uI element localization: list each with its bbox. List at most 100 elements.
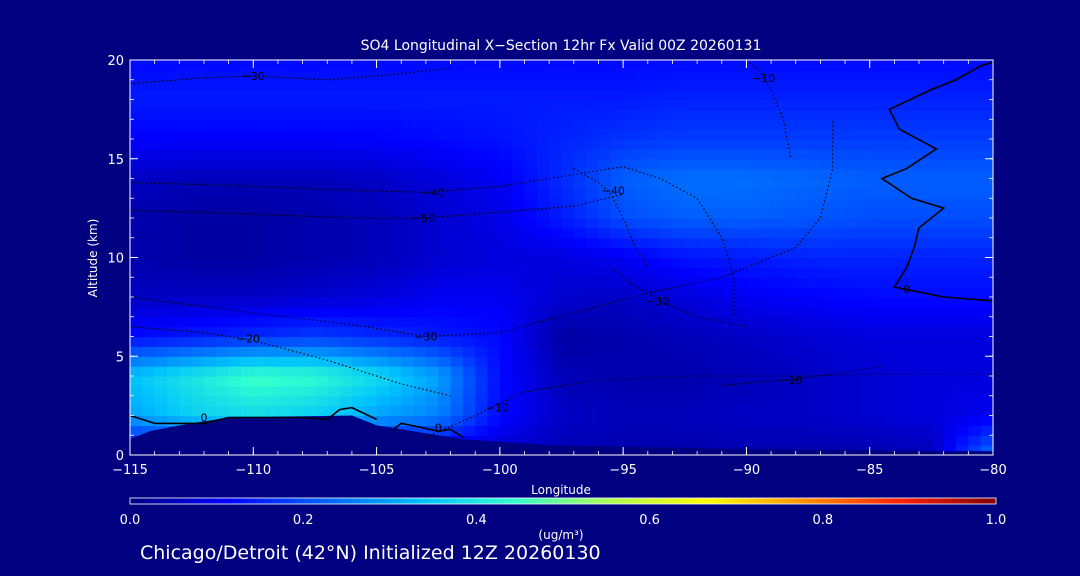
heat-cell [845,227,858,239]
heat-cell [660,158,674,170]
heat-cell [327,257,341,268]
colorbar-unit-label: (ug/m³) [538,528,583,542]
heat-cell [783,69,797,81]
heat-cell [388,119,402,130]
heat-cell [783,336,797,347]
heat-cell [647,395,661,407]
heat-cell [746,356,760,367]
heat-cell [980,227,993,239]
heat-cell [265,356,279,367]
heat-cell [623,306,637,318]
heat-cell [919,316,932,328]
heat-cell [795,237,809,249]
heat-cell [894,297,908,308]
heat-cell [845,79,858,91]
heat-cell [808,336,821,347]
heat-cell [734,148,748,160]
contour-label: −10 [779,374,802,387]
heat-cell [808,425,821,436]
heat-cell [943,208,957,219]
heat-cell [130,119,143,130]
heat-cell [154,336,168,347]
heat-cell [253,287,267,298]
heat-cell [265,178,279,189]
heat-cell [388,79,402,91]
heat-cell [179,257,193,268]
heat-cell [758,218,772,229]
heat-cell [413,99,427,110]
heat-cell [524,69,538,81]
heat-cell [425,297,439,308]
heat-cell [154,306,168,318]
heat-cell [734,435,748,446]
heat-cell [265,267,279,278]
heat-cell [734,139,748,150]
heat-cell [512,336,526,347]
heat-cell [388,99,402,110]
heat-cell [623,89,637,101]
heat-cell [253,89,267,101]
heat-cell [475,376,489,387]
heat-cell [130,227,143,239]
colorbar: 0.0 0.2 0.4 0.6 0.8 1.0 (ug/m³) [120,497,1006,542]
heat-cell [709,218,723,229]
heat-cell [684,99,698,110]
heat-cell [290,69,304,81]
heat-cell [647,227,661,239]
heat-cell [561,178,575,189]
heat-cell [746,129,760,140]
heat-cell [635,129,649,140]
heat-cell [549,356,563,367]
heat-cell [647,129,661,140]
heat-cell [512,267,526,278]
heat-cell [832,257,846,268]
heat-cell [339,366,353,377]
heat-cell [684,139,698,150]
heat-cell [931,326,945,338]
contour-line [425,373,993,438]
heat-cell [130,346,143,357]
heat-cell [635,385,649,397]
heat-cell [425,79,439,91]
heat-cell [820,109,834,120]
heat-cell [980,376,993,387]
heat-cell [660,247,674,259]
heat-cell [216,277,230,288]
heat-cell [882,208,895,219]
heat-cell [216,267,230,278]
heat-cell [820,227,834,239]
heat-cell [697,168,711,180]
heat-cell [610,69,624,81]
heat-cell [413,287,427,298]
heat-cell [413,119,427,130]
heat-cell [462,316,476,328]
colorbar-tick-label: 0.0 [120,513,141,528]
heat-cell [154,139,168,150]
heat-cell [290,139,304,150]
heat-cell [869,415,883,426]
heat-cell [130,277,143,288]
heat-cell [240,60,254,71]
heat-cell [820,168,834,180]
heat-cell [598,227,612,239]
heat-cell [808,247,821,259]
heat-cell [869,139,883,150]
heat-cell [845,69,858,81]
heat-cell [672,218,686,229]
heat-cell [697,385,711,397]
heat-cell [845,158,858,170]
heat-cell [425,247,439,259]
heat-cell [980,385,993,397]
heat-cell [956,119,969,130]
heat-cell [623,198,637,209]
heat-cell [586,356,600,367]
heat-cell [339,257,353,268]
heat-cell [845,139,858,150]
heat-cell [943,79,957,91]
heat-cell [734,69,748,81]
heat-cell [265,237,279,249]
heat-cell [845,148,858,160]
heat-cell [450,109,464,120]
heat-cell [240,227,254,239]
heat-cell [869,405,883,417]
